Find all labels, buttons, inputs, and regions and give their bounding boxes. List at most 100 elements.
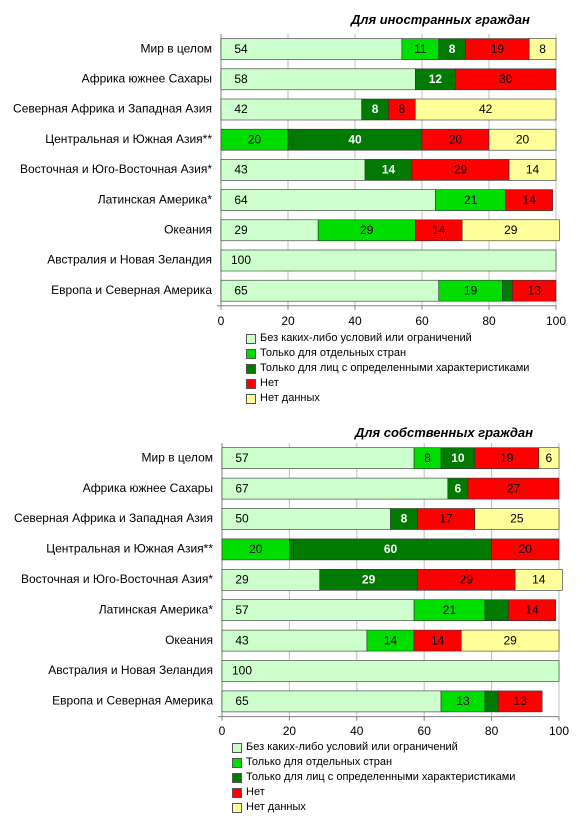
data-label: 57 [235, 451, 249, 465]
bar-segment-no-conditions [221, 660, 560, 682]
data-label: 27 [507, 481, 521, 495]
data-label: 29 [235, 572, 249, 586]
legend-label: Только для лиц с определенными характери… [246, 771, 516, 783]
legend-swatch [246, 378, 256, 389]
bar-segment-no-data [461, 219, 560, 242]
data-label: 21 [464, 193, 478, 207]
data-label: 6 [546, 451, 553, 465]
x-tick-label: 0 [218, 314, 225, 328]
bar-segment-no-data [508, 159, 557, 181]
data-label: 65 [235, 694, 249, 708]
x-tick-label: 40 [350, 724, 364, 738]
legend-label: Только для отдельных стран [260, 347, 407, 359]
data-label: 13 [528, 283, 542, 297]
x-tick-label: 40 [348, 314, 362, 328]
bar-segment-certain-characteristics [484, 690, 499, 713]
bar-segment-certain-characteristics [502, 279, 513, 302]
category-label: Латинская Америка* [98, 192, 213, 206]
bar-segment-no-conditions [220, 279, 440, 302]
data-label: 42 [234, 102, 248, 116]
category-label: Северная Африка и Западная Азия [14, 511, 213, 525]
category-label: Восточная и Юго-Восточная Азия* [21, 572, 213, 586]
bar-segment-no-conditions [221, 599, 415, 621]
legend-swatch [232, 802, 242, 813]
data-label: 10 [451, 451, 465, 465]
legend-swatch [232, 742, 242, 753]
x-tick-label: 20 [281, 314, 295, 328]
x-tick-label: 0 [219, 724, 226, 738]
legend-swatch [246, 333, 256, 344]
data-label: 65 [234, 283, 248, 297]
category-label: Африка южнее Сахары [83, 481, 213, 495]
legend-item: Только для отдельных стран [232, 755, 515, 770]
data-label: 11 [414, 42, 427, 56]
bar-segment-no-conditions [220, 249, 557, 272]
category-label: Латинская Америка* [99, 602, 214, 616]
data-label: 8 [424, 451, 431, 465]
legend-item: Без каких-либо условий или ограничений [246, 331, 529, 346]
data-label: 20 [249, 542, 263, 556]
data-label: 14 [532, 572, 546, 586]
category-label: Северная Африка и Западная Азия [13, 102, 212, 116]
category-label: Восточная и Юго-Восточная Азия* [20, 162, 212, 176]
category-label: Австралия и Новая Зеландия [47, 253, 212, 267]
legend-label: Нет данных [260, 392, 320, 404]
bar-segment-no-data [528, 38, 557, 60]
data-label: 20 [248, 132, 262, 146]
legend-label: Без каких-либо условий или ограничений [246, 741, 458, 753]
category-label: Центральная и Южная Азия** [45, 132, 212, 146]
data-label: 57 [235, 603, 249, 617]
legend-item: Нет данных [232, 800, 515, 815]
legend-label: Без каких-либо условий или ограничений [260, 332, 472, 344]
chart-legend: Без каких-либо условий или ограничений То… [232, 740, 515, 815]
bar-segment-no [508, 599, 556, 621]
legend-label: Нет данных [246, 801, 306, 813]
data-label: 8 [449, 42, 456, 56]
legend-item: Только для отдельных стран [246, 346, 529, 361]
data-label: 8 [399, 102, 406, 116]
data-label: 14 [432, 223, 446, 237]
data-label: 19 [464, 283, 478, 297]
x-tick-label: 80 [485, 724, 499, 738]
data-label: 6 [455, 481, 462, 495]
bar-segment-no-conditions [221, 477, 449, 500]
data-label: 13 [456, 694, 470, 708]
data-label: 29 [362, 572, 376, 586]
chart-title: Для собственных граждан [355, 425, 533, 440]
data-label: 21 [443, 603, 457, 617]
data-label: 29 [360, 223, 374, 237]
data-label: 20 [449, 132, 463, 146]
data-label: 60 [384, 542, 398, 556]
data-label: 43 [235, 633, 249, 647]
bar-segment-no [512, 279, 557, 302]
x-tick-label: 60 [418, 724, 432, 738]
data-label: 40 [348, 132, 362, 146]
bar-segment-certain-characteristics [484, 599, 509, 621]
legend-swatch [232, 787, 242, 798]
data-label: 29 [503, 633, 517, 647]
stacked-bar-chart: 0 20 40 60 80 100 Мир в целом 54 11 8 19 8 Африка юж… [13, 34, 566, 328]
data-label: 13 [514, 694, 528, 708]
data-label: 8 [539, 42, 546, 56]
chart-panel-foreign: Для иностранных граждан 0 20 40 60 80 100 Мир … [13, 12, 566, 404]
data-label: 19 [500, 451, 514, 465]
category-label: Центральная и Южная Азия** [46, 542, 213, 556]
legend-swatch [232, 757, 242, 768]
data-label: 14 [523, 193, 537, 207]
data-label: 42 [479, 102, 493, 116]
bar-segment-no [505, 189, 553, 211]
x-tick-label: 100 [546, 314, 566, 328]
data-label: 14 [526, 163, 540, 177]
legend-item: Нет [246, 376, 529, 391]
data-label: 29 [454, 163, 468, 177]
x-tick-label: 60 [415, 314, 429, 328]
category-label: Мир в целом [141, 41, 213, 55]
data-label: 14 [384, 633, 398, 647]
data-label: 14 [525, 603, 539, 617]
bar-segment-no-data [460, 629, 560, 652]
category-label: Океания [164, 222, 212, 236]
data-label: 29 [234, 223, 248, 237]
chart-title: Для иностранных граждан [351, 12, 530, 27]
bar-segment-no-conditions [221, 447, 415, 470]
chart-panel-own: Для собственных граждан 0 20 40 60 80 100 Мир … [0, 410, 587, 820]
